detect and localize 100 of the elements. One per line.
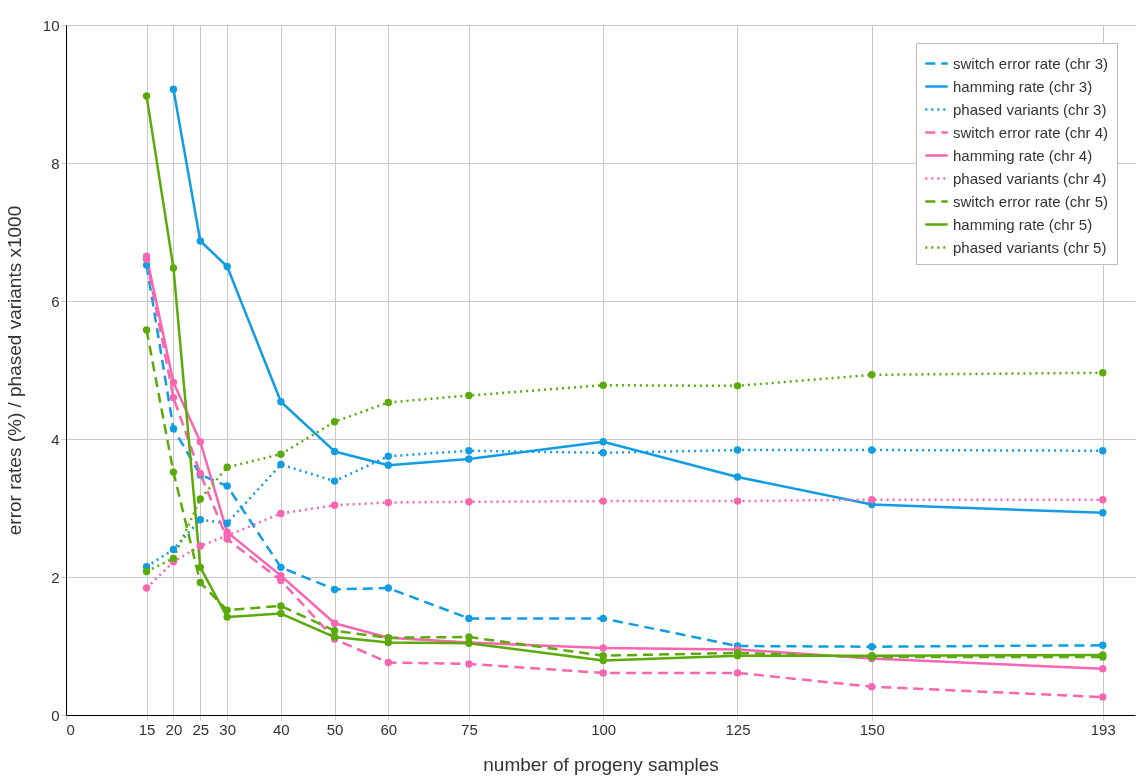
point: [330, 418, 339, 426]
point: [733, 382, 742, 390]
point: [465, 391, 473, 400]
x-tick-label: 40: [273, 720, 290, 738]
point: [733, 669, 742, 677]
x-tick-label: 150: [859, 720, 885, 738]
point: [733, 446, 742, 454]
point: [599, 381, 607, 389]
point: [169, 468, 178, 476]
y-tick-label: 10: [42, 16, 60, 34]
point: [330, 585, 339, 594]
x-tick-label: 193: [1090, 720, 1116, 738]
x-tick-label: 50: [326, 720, 344, 738]
legend-label: hamming rate (chr 3): [953, 77, 1093, 95]
point: [384, 498, 393, 507]
point: [330, 477, 339, 485]
point: [169, 393, 178, 402]
point: [384, 461, 393, 469]
x-tick-label: 30: [219, 720, 236, 738]
point: [384, 584, 393, 592]
point: [868, 496, 876, 504]
x-tick-label: 15: [138, 720, 156, 738]
point: [733, 473, 742, 481]
point: [868, 371, 876, 379]
point: [465, 614, 473, 623]
y-axis-title: error rates (%) / phased variants x1000: [3, 205, 25, 536]
x-tick-label: 100: [591, 720, 617, 738]
x-tick-label: 75: [461, 720, 478, 738]
point: [1099, 693, 1107, 701]
point: [599, 614, 607, 623]
point: [330, 447, 339, 456]
point: [599, 644, 607, 652]
point: [465, 660, 473, 668]
point: [169, 545, 178, 554]
point: [733, 497, 742, 505]
y-tick-label: 2: [51, 568, 60, 586]
point: [1099, 369, 1107, 377]
point: [277, 563, 285, 572]
point: [1099, 496, 1107, 504]
point: [384, 452, 393, 460]
point: [599, 497, 607, 505]
point: [223, 519, 231, 527]
point: [169, 85, 178, 93]
x-tick-label: 0: [66, 720, 75, 738]
point: [169, 554, 178, 563]
point: [277, 509, 285, 518]
point: [330, 619, 339, 627]
point: [196, 563, 204, 572]
point: [599, 449, 607, 457]
point: [142, 584, 151, 592]
point: [223, 606, 231, 614]
point: [277, 398, 285, 406]
point: [196, 237, 204, 245]
point: [465, 447, 473, 455]
x-tick-label: 60: [380, 720, 398, 738]
x-tick-label: 125: [725, 720, 751, 738]
legend-label: phased variants (chr 3): [953, 100, 1107, 118]
point: [599, 669, 607, 677]
point: [223, 463, 231, 471]
point: [169, 264, 178, 272]
point: [384, 398, 393, 407]
point: [277, 602, 285, 610]
point: [465, 498, 473, 506]
point: [196, 438, 204, 446]
point: [277, 460, 285, 469]
point: [1099, 665, 1107, 673]
point: [277, 450, 285, 458]
legend-label: switch error rate (chr 4): [953, 123, 1109, 141]
point: [142, 567, 151, 576]
x-tick-label: 20: [165, 720, 183, 738]
point: [465, 455, 473, 463]
point: [277, 609, 285, 618]
point: [196, 542, 204, 550]
point: [142, 326, 151, 334]
y-tick-label: 8: [51, 154, 60, 172]
y-tick-label: 0: [51, 706, 60, 724]
point: [196, 578, 204, 587]
legend-label: switch error rate (chr 5): [953, 192, 1109, 210]
point: [196, 495, 204, 503]
point: [223, 613, 231, 621]
legend-label: hamming rate (chr 5): [953, 215, 1093, 233]
point: [1099, 509, 1107, 517]
legend-label: phased variants (chr 5): [953, 238, 1107, 256]
point: [330, 501, 339, 509]
x-axis-title: number of progeny samples: [483, 753, 719, 775]
point: [223, 262, 231, 271]
point: [384, 658, 393, 667]
point: [223, 482, 231, 490]
point: [465, 633, 473, 641]
point: [1099, 641, 1107, 650]
y-tick-label: 4: [51, 430, 60, 448]
legend-label: hamming rate (chr 4): [953, 146, 1093, 164]
x-tick-label: 25: [192, 720, 210, 738]
y-tick-label: 6: [51, 292, 60, 310]
legend-label: phased variants (chr 4): [953, 169, 1107, 187]
point: [169, 424, 178, 433]
point: [142, 92, 151, 100]
point: [1099, 447, 1107, 455]
point: [868, 446, 876, 454]
point: [599, 438, 607, 446]
